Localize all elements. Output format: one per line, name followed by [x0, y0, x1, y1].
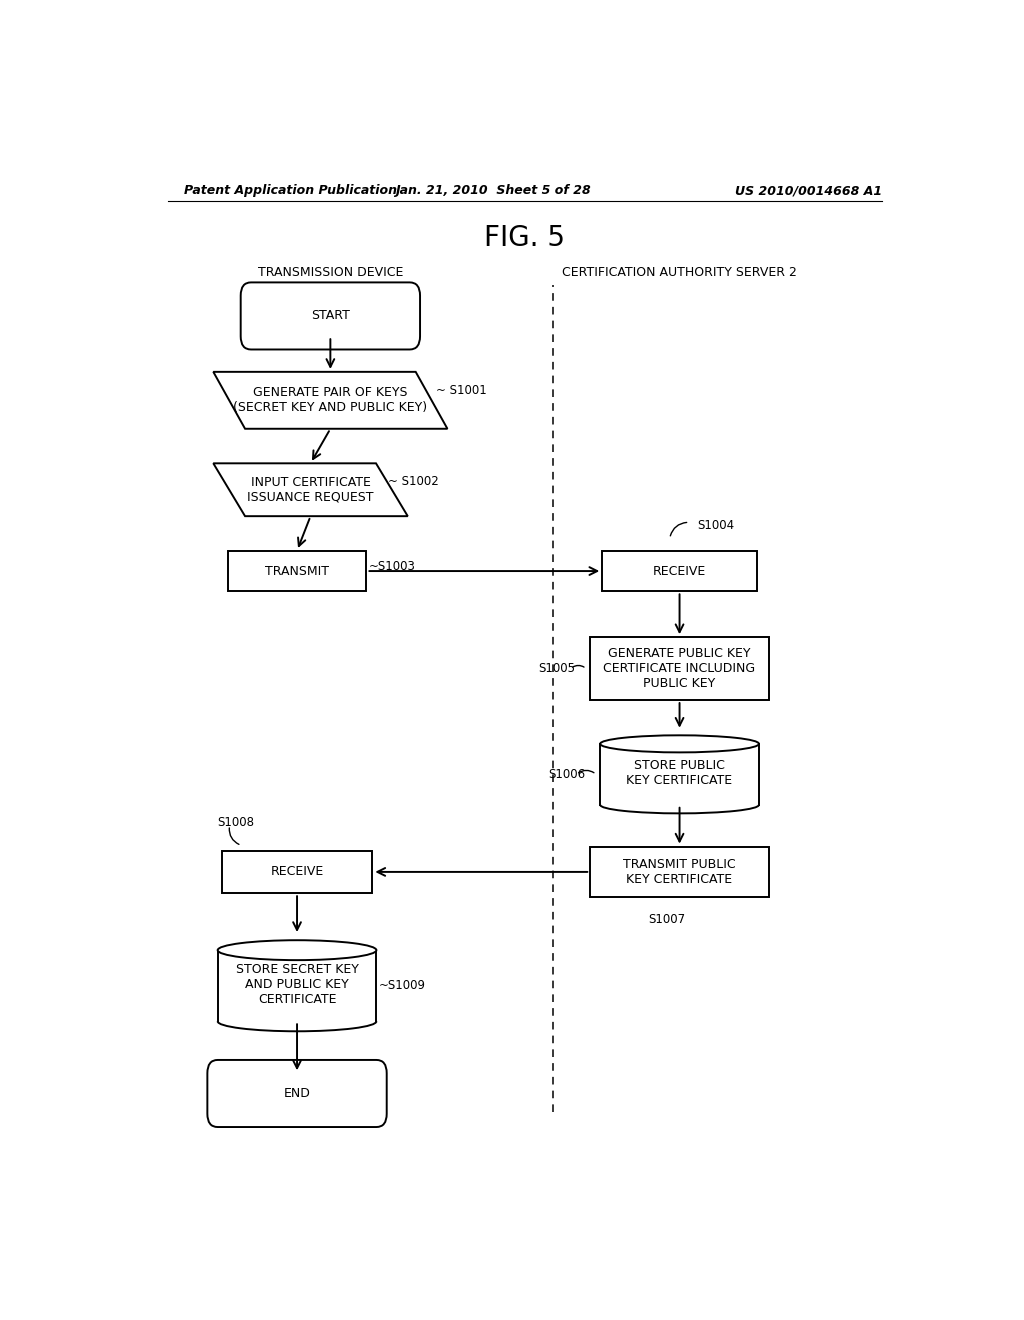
Text: S1007: S1007: [648, 913, 685, 927]
Bar: [227, 550, 367, 591]
Bar: [221, 850, 373, 894]
Text: S1008: S1008: [218, 816, 255, 829]
FancyBboxPatch shape: [241, 282, 420, 350]
Text: INPUT CERTIFICATE
ISSUANCE REQUEST: INPUT CERTIFICATE ISSUANCE REQUEST: [247, 475, 374, 504]
Text: S1005: S1005: [539, 663, 575, 675]
Ellipse shape: [600, 735, 759, 752]
Text: US 2010/0014668 A1: US 2010/0014668 A1: [735, 185, 882, 198]
Text: GENERATE PUBLIC KEY
CERTIFICATE INCLUDING
PUBLIC KEY: GENERATE PUBLIC KEY CERTIFICATE INCLUDIN…: [603, 647, 756, 690]
Text: S1004: S1004: [697, 519, 734, 532]
Text: ~ S1002: ~ S1002: [388, 475, 438, 488]
Text: ~S1003: ~S1003: [369, 561, 416, 573]
Text: S1006: S1006: [549, 768, 586, 781]
Text: Jan. 21, 2010  Sheet 5 of 28: Jan. 21, 2010 Sheet 5 of 28: [395, 185, 591, 198]
Text: ~ S1001: ~ S1001: [435, 384, 486, 396]
Polygon shape: [213, 463, 408, 516]
Ellipse shape: [218, 940, 377, 960]
Text: RECEIVE: RECEIVE: [270, 866, 324, 878]
Text: CERTIFICATION AUTHORITY SERVER 2: CERTIFICATION AUTHORITY SERVER 2: [562, 265, 797, 279]
Text: ~S1009: ~S1009: [379, 979, 426, 993]
Bar: [600, 744, 759, 805]
Bar: [590, 638, 769, 700]
Bar: [602, 550, 757, 591]
Text: START: START: [311, 309, 350, 322]
Text: RECEIVE: RECEIVE: [653, 565, 707, 578]
Text: STORE PUBLIC
KEY CERTIFICATE: STORE PUBLIC KEY CERTIFICATE: [627, 759, 732, 788]
Text: STORE SECRET KEY
AND PUBLIC KEY
CERTIFICATE: STORE SECRET KEY AND PUBLIC KEY CERTIFIC…: [236, 964, 358, 1006]
Text: TRANSMISSION DEVICE: TRANSMISSION DEVICE: [258, 265, 403, 279]
Text: GENERATE PAIR OF KEYS
(SECRET KEY AND PUBLIC KEY): GENERATE PAIR OF KEYS (SECRET KEY AND PU…: [233, 387, 427, 414]
Text: Patent Application Publication: Patent Application Publication: [183, 185, 396, 198]
Bar: [218, 950, 377, 1022]
Text: END: END: [284, 1086, 310, 1100]
Bar: [590, 846, 769, 898]
Polygon shape: [213, 372, 447, 429]
Text: TRANSMIT: TRANSMIT: [265, 565, 329, 578]
FancyBboxPatch shape: [207, 1060, 387, 1127]
Text: FIG. 5: FIG. 5: [484, 223, 565, 252]
Text: TRANSMIT PUBLIC
KEY CERTIFICATE: TRANSMIT PUBLIC KEY CERTIFICATE: [624, 858, 736, 886]
